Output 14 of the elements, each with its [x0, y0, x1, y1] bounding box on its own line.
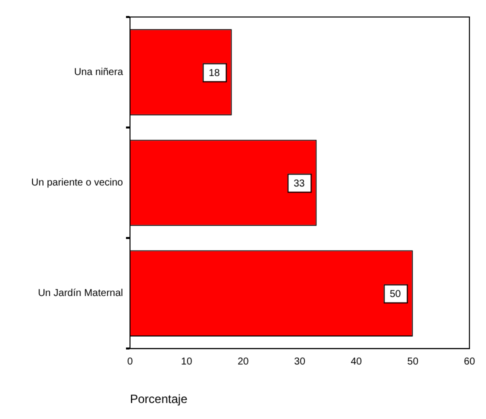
x-axis-title: Porcentaje	[130, 392, 188, 406]
x-tick-label: 60	[464, 356, 476, 368]
x-tick-label: 20	[238, 356, 250, 368]
data-label: 33	[294, 178, 306, 190]
y-tick-label: Una niñera	[74, 67, 124, 78]
x-tick-label: 40	[350, 356, 362, 368]
data-label: 50	[390, 289, 402, 300]
y-tick-label: Un pariente o vecino	[31, 178, 124, 189]
x-tick-label: 30	[294, 356, 306, 368]
data-label: 18	[208, 68, 220, 80]
x-tick-label: 10	[181, 356, 193, 368]
x-tick-label: 50	[407, 356, 419, 368]
x-tick-label: 0	[127, 356, 134, 368]
y-tick-label: Un Jardín Maternal	[38, 288, 123, 300]
